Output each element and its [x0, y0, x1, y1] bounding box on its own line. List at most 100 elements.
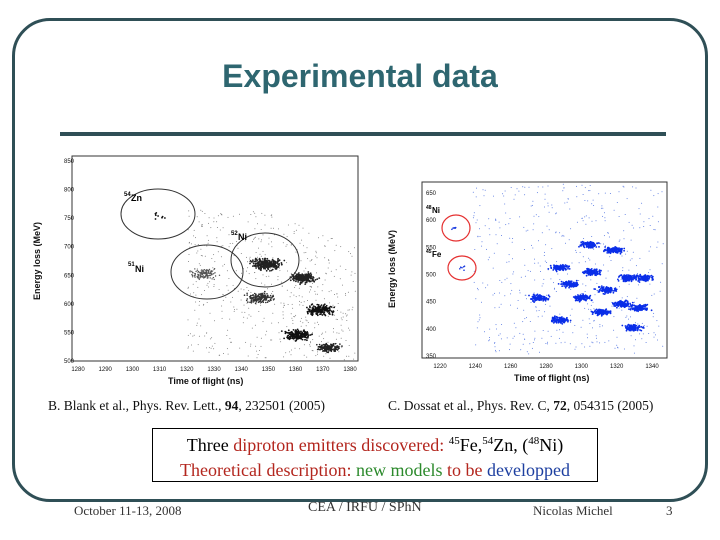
scatter-point: [189, 271, 191, 273]
scatter-point: [217, 251, 219, 253]
scatter-point: [579, 251, 581, 253]
scatter-point: [628, 329, 631, 332]
scatter-point: [560, 280, 563, 283]
scatter-point: [540, 271, 541, 272]
scatter-point: [560, 342, 562, 344]
scatter-point: [512, 238, 514, 239]
scatter-point: [523, 226, 525, 228]
scatter-point: [199, 271, 201, 274]
scatter-point: [639, 275, 641, 278]
scatter-point: [320, 304, 323, 306]
scatter-point: [335, 244, 337, 246]
scatter-point: [219, 229, 221, 231]
scatter-point: [481, 241, 483, 243]
scatter-point: [512, 337, 514, 339]
x-tick-label: 1330: [207, 367, 221, 373]
scatter-point: [562, 263, 564, 266]
scatter-point: [340, 324, 342, 326]
scatter-point: [295, 251, 297, 253]
scatter-point: [584, 216, 586, 218]
scatter-point: [233, 310, 235, 312]
scatter-point: [608, 232, 609, 234]
scatter-point: [283, 302, 285, 304]
scatter-point: [496, 328, 497, 330]
scatter-point: [650, 246, 652, 248]
scatter-point: [620, 274, 623, 277]
scatter-point: [260, 301, 262, 304]
scatter-point: [510, 304, 511, 306]
scatter-point: [266, 294, 269, 297]
scatter-point: [310, 303, 313, 306]
scatter-point: [221, 214, 223, 216]
scatter-point: [246, 298, 249, 300]
scatter-point: [563, 285, 566, 287]
scatter-point: [599, 324, 601, 326]
scatter-point: [626, 304, 629, 306]
scatter-point: [296, 328, 299, 331]
scatter-point: [273, 298, 275, 300]
ni51-label: Ni: [135, 264, 144, 274]
scatter-point: [546, 225, 548, 227]
scatter-point: [530, 205, 532, 207]
scatter-point: [493, 252, 495, 254]
scatter-point: [594, 309, 597, 312]
scatter-point: [266, 301, 269, 303]
scatter-point: [217, 215, 219, 217]
scatter-point: [562, 331, 564, 333]
scatter-point: [256, 357, 258, 359]
scatter-point: [640, 305, 642, 308]
scatter-point: [618, 307, 620, 309]
scatter-point: [332, 307, 334, 309]
scatter-point: [596, 337, 597, 339]
scatter-point: [596, 282, 598, 284]
scatter-point: [276, 262, 279, 264]
scatter-point: [271, 216, 273, 218]
scatter-point: [642, 327, 645, 329]
scatter-point: [534, 330, 536, 332]
scatter-point: [643, 226, 645, 227]
scatter-point: [500, 303, 502, 305]
scatter-point: [522, 186, 524, 188]
scatter-point: [216, 227, 218, 228]
scatter-point: [645, 308, 648, 310]
scatter-point: [634, 326, 636, 329]
scatter-point: [537, 298, 540, 300]
scatter-point: [573, 285, 575, 287]
scatter-point: [272, 291, 274, 292]
scatter-point: [258, 238, 260, 240]
scatter-point: [307, 258, 309, 260]
scatter-point: [577, 295, 580, 297]
scatter-point: [261, 260, 264, 263]
scatter-point: [270, 215, 272, 217]
scatter-point: [562, 190, 564, 192]
scatter-point: [576, 185, 577, 187]
scatter-point: [517, 300, 519, 301]
scatter-point: [519, 216, 521, 218]
scatter-point: [567, 319, 569, 322]
scatter-point: [593, 268, 596, 271]
scatter-point: [246, 294, 248, 296]
scatter-point: [590, 246, 593, 249]
scatter-point: [475, 222, 477, 224]
scatter-point: [585, 223, 587, 225]
scatter-point: [508, 223, 510, 225]
scatter-point: [524, 275, 526, 277]
scatter-point: [270, 227, 272, 229]
scatter-point: [616, 344, 618, 346]
scatter-point: [620, 304, 623, 307]
scatter-point: [652, 316, 654, 318]
scatter-point: [637, 326, 640, 328]
scatter-point: [657, 241, 659, 243]
scatter-point: [187, 287, 189, 289]
scatter-point: [352, 281, 354, 282]
scatter-point: [322, 235, 324, 237]
scatter-point: [311, 332, 313, 334]
scatter-point: [311, 259, 313, 261]
scatter-point: [308, 232, 310, 234]
scatter-point: [318, 308, 321, 310]
scatter-point: [651, 277, 654, 280]
scatter-point: [489, 328, 491, 330]
scatter-point: [336, 293, 338, 295]
scatter-point: [628, 278, 631, 280]
scatter-point: [603, 264, 605, 266]
